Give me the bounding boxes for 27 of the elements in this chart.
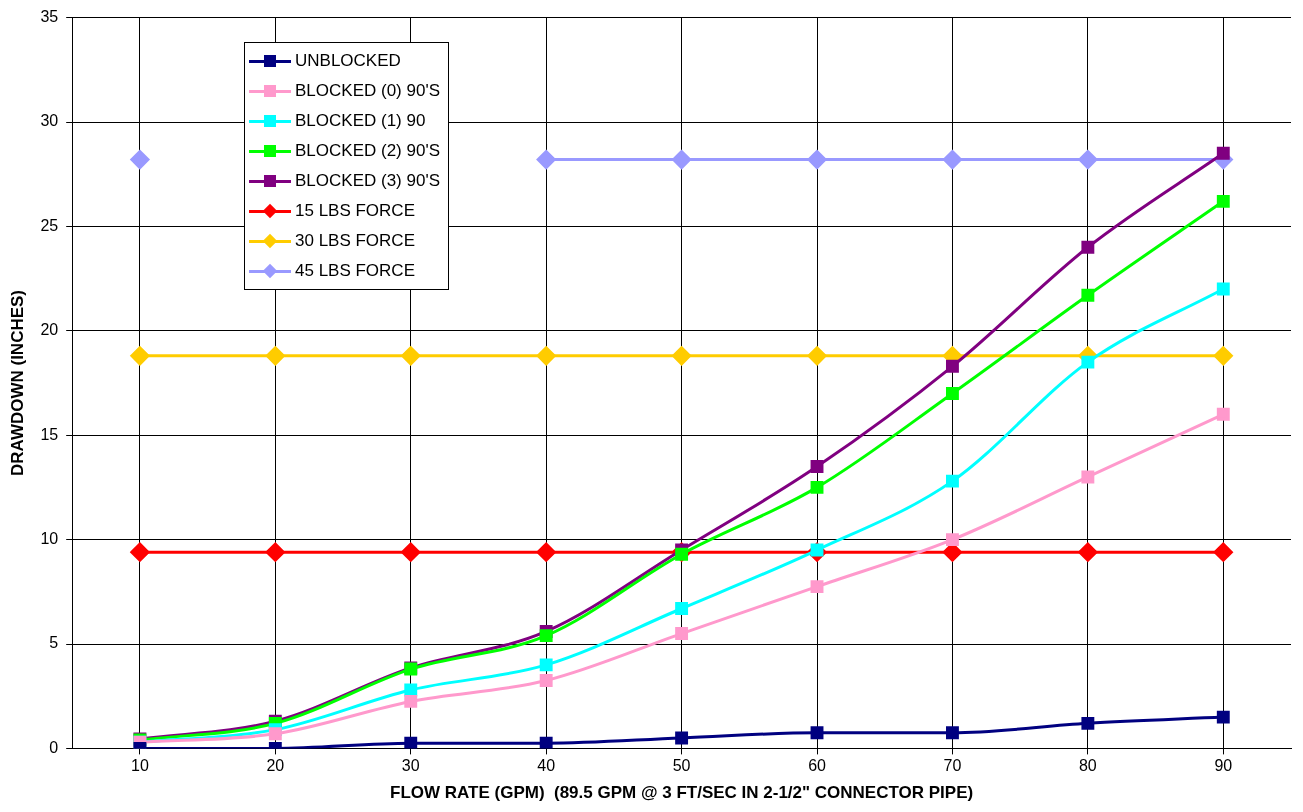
legend-label: 15 LBS FORCE [295, 201, 415, 221]
y-tick-label: 15 [40, 425, 59, 443]
legend-label: BLOCKED (3) 90'S [295, 171, 440, 191]
legend-label: 45 LBS FORCE [295, 261, 415, 281]
x-tick-label: 40 [537, 757, 556, 775]
x-tick-label: 80 [1078, 757, 1097, 775]
legend-label: BLOCKED (0) 90'S [295, 81, 440, 101]
legend-label: BLOCKED (2) 90'S [295, 141, 440, 161]
x-tick-label: 60 [808, 757, 827, 775]
legend-label: UNBLOCKED [295, 51, 401, 71]
y-tick-label: 35 [40, 8, 59, 26]
x-tick-label: 90 [1214, 757, 1233, 775]
x-tick-label: 20 [266, 757, 285, 775]
legend-label: BLOCKED (1) 90 [295, 111, 426, 131]
y-tick-label: 0 [49, 738, 59, 756]
x-axis-title: FLOW RATE (GPM) (89.5 GPM @ 3 FT/SEC IN 2-1/2" CONNECTOR PIPE) [390, 783, 974, 803]
y-tick-label: 30 [40, 112, 59, 130]
y-tick-label: 10 [40, 530, 59, 548]
x-tick-label: 50 [672, 757, 691, 775]
y-axis-title: DRAWDOWN (INCHES) [7, 289, 27, 477]
y-tick-label: 5 [49, 634, 59, 652]
x-tick-label: 10 [131, 757, 149, 775]
x-tick-label: 30 [401, 757, 420, 775]
y-tick-label: 25 [40, 216, 59, 234]
legend-label: 30 LBS FORCE [295, 231, 415, 251]
x-tick-label: 70 [943, 757, 962, 775]
y-tick-label: 20 [40, 321, 59, 339]
